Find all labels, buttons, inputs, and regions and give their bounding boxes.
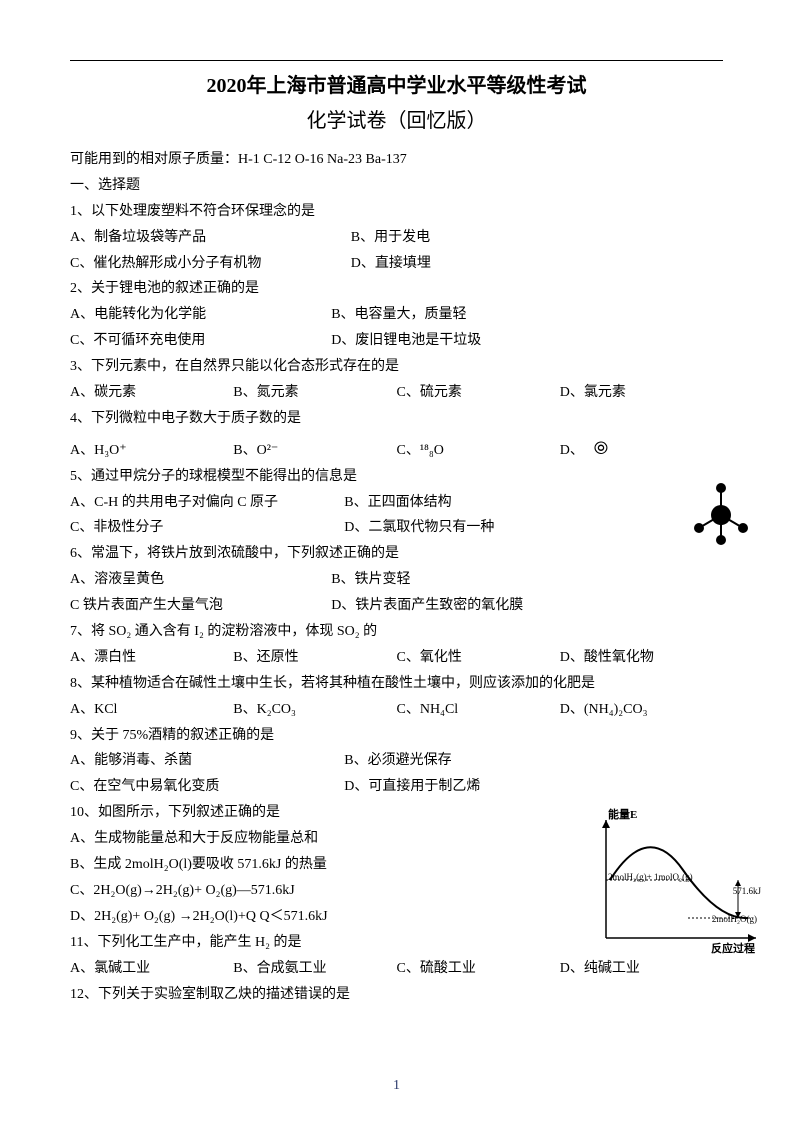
q11-B: B、合成氨工业 — [233, 956, 396, 982]
q9-row2: C、在空气中易氧化变质 D、可直接用于制乙烯 — [70, 774, 723, 800]
atom-diagram-icon: ⦾ — [594, 432, 608, 465]
q1-C: C、催化热解形成小分子有机物 — [70, 251, 351, 277]
q5-stem: 5、通过甲烷分子的球棍模型不能得出的信息是 — [70, 464, 723, 490]
q12-stem: 12、下列关于实验室制取乙炔的描述错误的是 — [70, 982, 723, 1008]
q2-row2: C、不可循环充电使用 D、废旧锂电池是干垃圾 — [70, 328, 723, 354]
q2-row1: A、电能转化为化学能 B、电容量大，质量轻 — [70, 302, 723, 328]
q2-stem: 2、关于锂电池的叙述正确的是 — [70, 276, 723, 302]
q7-B: B、还原性 — [233, 645, 396, 671]
q8-opts: A、KCl B、K₂CO₃ C、NH₄Cl D、(NH₄)₂CO₃ — [70, 697, 723, 723]
methane-model-figure — [691, 480, 751, 550]
q4-stem: 4、下列微粒中电子数大于质子数的是 — [70, 406, 723, 432]
q11-A: A、氯碱工业 — [70, 956, 233, 982]
q6-A: A、溶液呈黄色 — [70, 567, 331, 593]
q4-opts: A、H₃O⁺ B、O²⁻ C、¹⁸₈O D、 ⦾ — [70, 438, 723, 464]
q2-B: B、电容量大，质量轻 — [331, 302, 723, 328]
q5-A: A、C-H 的共用电子对偏向 C 原子 — [70, 490, 344, 516]
q4-D: D、 ⦾ — [560, 438, 723, 464]
q1-D: D、直接填埋 — [351, 251, 723, 277]
q6-B: B、铁片变轻 — [331, 567, 723, 593]
q6-row1: A、溶液呈黄色 B、铁片变轻 — [70, 567, 723, 593]
q5-row1: A、C-H 的共用电子对偏向 C 原子 B、正四面体结构 — [70, 490, 723, 516]
q4-D-label: D、 — [560, 443, 584, 458]
q1-row1: A、制备垃圾袋等产品 B、用于发电 — [70, 225, 723, 251]
q3-A: A、碳元素 — [70, 380, 233, 406]
q2-A: A、电能转化为化学能 — [70, 302, 331, 328]
q9-D: D、可直接用于制乙烯 — [344, 774, 723, 800]
q7-A: A、漂白性 — [70, 645, 233, 671]
q3-C: C、硫元素 — [397, 380, 560, 406]
q1-row2: C、催化热解形成小分子有机物 D、直接填埋 — [70, 251, 723, 277]
q5-C: C、非极性分子 — [70, 515, 344, 541]
q3-stem: 3、下列元素中，在自然界只能以化合态形式存在的是 — [70, 354, 723, 380]
energy-ylabel: 能量E — [608, 806, 637, 822]
q3-opts: A、碳元素 B、氮元素 C、硫元素 D、氯元素 — [70, 380, 723, 406]
q6-stem: 6、常温下，将铁片放到浓硫酸中，下列叙述正确的是 — [70, 541, 723, 567]
page-number: 1 — [0, 1078, 793, 1094]
q3-B: B、氮元素 — [233, 380, 396, 406]
q9-row1: A、能够消毒、杀菌 B、必须避光保存 — [70, 748, 723, 774]
q1-stem: 1、以下处理废塑料不符合环保理念的是 — [70, 199, 723, 225]
q2-C: C、不可循环充电使用 — [70, 328, 331, 354]
energy-xlabel: 反应过程 — [711, 940, 755, 956]
q8-B: B、K₂CO₃ — [233, 697, 396, 723]
energy-left-label: 2molH₂(g)+ 1molO₂(g) — [608, 872, 693, 882]
q9-B: B、必须避光保存 — [344, 748, 723, 774]
q5-B: B、正四面体结构 — [344, 490, 723, 516]
q6-C: C 铁片表面产生大量气泡 — [70, 593, 331, 619]
q4-B: B、O²⁻ — [233, 438, 396, 464]
q7-C: C、氧化性 — [397, 645, 560, 671]
q9-C: C、在空气中易氧化变质 — [70, 774, 344, 800]
q6-row2: C 铁片表面产生大量气泡 D、铁片表面产生致密的氧化膜 — [70, 593, 723, 619]
q11-C: C、硫酸工业 — [397, 956, 560, 982]
q8-D: D、(NH₄)₂CO₃ — [560, 697, 723, 723]
q2-D: D、废旧锂电池是干垃圾 — [331, 328, 723, 354]
section-heading: 一、选择题 — [70, 173, 723, 199]
q7-D: D、酸性氧化物 — [560, 645, 723, 671]
q9-A: A、能够消毒、杀菌 — [70, 748, 344, 774]
q7-stem: 7、将 SO₂ 通入含有 I₂ 的淀粉溶液中，体现 SO₂ 的 — [70, 619, 723, 645]
exam-title-1: 2020年上海市普通高中学业水平等级性考试 — [70, 69, 723, 98]
atomic-mass-line: 可能用到的相对原子质量：H-1 C-12 O-16 Na-23 Ba-137 — [70, 147, 723, 173]
energy-diagram: 能量E 2molH₂(g)+ 1molO₂(g) 571.6kJ 2molH₂O… — [588, 810, 763, 965]
page: 2020年上海市普通高中学业水平等级性考试 化学试卷（回忆版） 可能用到的相对原… — [0, 0, 793, 1122]
top-rule — [70, 60, 723, 61]
energy-right-label: 2molH₂O(g) — [712, 914, 757, 924]
methane-svg — [691, 480, 751, 550]
q5-row2: C、非极性分子 D、二氯取代物只有一种 — [70, 515, 723, 541]
q4-C: C、¹⁸₈O — [397, 438, 560, 464]
q8-stem: 8、某种植物适合在碱性土壤中生长，若将其种植在酸性土壤中，则应该添加的化肥是 — [70, 671, 723, 697]
q1-A: A、制备垃圾袋等产品 — [70, 225, 351, 251]
q8-A: A、KCl — [70, 697, 233, 723]
q8-C: C、NH₄Cl — [397, 697, 560, 723]
q7-opts: A、漂白性 B、还原性 C、氧化性 D、酸性氧化物 — [70, 645, 723, 671]
q6-D: D、铁片表面产生致密的氧化膜 — [331, 593, 723, 619]
q9-stem: 9、关于 75%酒精的叙述正确的是 — [70, 723, 723, 749]
energy-value: 571.6kJ — [733, 886, 761, 896]
q3-D: D、氯元素 — [560, 380, 723, 406]
q5-D: D、二氯取代物只有一种 — [344, 515, 723, 541]
exam-title-2: 化学试卷（回忆版） — [70, 104, 723, 133]
q1-B: B、用于发电 — [351, 225, 723, 251]
q4-A: A、H₃O⁺ — [70, 438, 233, 464]
